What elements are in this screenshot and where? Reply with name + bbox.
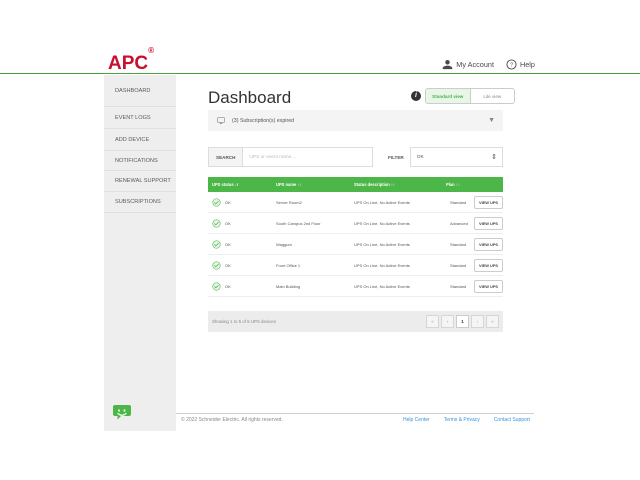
svg-text:?: ?	[510, 62, 513, 68]
